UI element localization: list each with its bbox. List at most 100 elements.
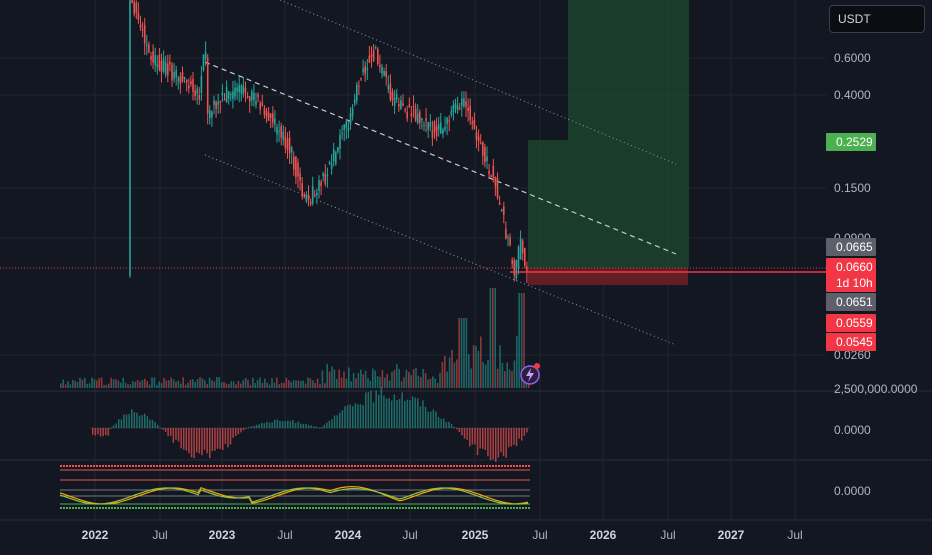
volume-bar (518, 293, 520, 388)
candle-body (316, 192, 318, 196)
candle-body (353, 99, 356, 104)
volume-bar (196, 379, 199, 388)
volume-bar (513, 360, 516, 388)
momentum-bar (237, 428, 240, 435)
candle-body (347, 127, 350, 131)
volume-bar (328, 371, 331, 388)
alert-badge[interactable] (520, 363, 540, 385)
volume-bar (105, 384, 108, 388)
momentum-bar (422, 400, 424, 428)
momentum-bar (359, 404, 362, 428)
volume-bar (384, 377, 386, 388)
volume-bar (199, 377, 201, 388)
price-label: 0.0559 (836, 316, 873, 330)
momentum-bar (175, 428, 177, 440)
candle-body (341, 133, 343, 135)
currency-selector[interactable]: USDT (829, 5, 925, 33)
candle-body (425, 118, 427, 122)
candle-body (299, 173, 301, 181)
lightning-icon (526, 368, 534, 382)
momentum-tick-label: 0.0000 (834, 423, 871, 437)
candle-body (345, 121, 348, 128)
candle-body (240, 85, 243, 94)
volume-bar (247, 379, 249, 388)
volume-bar (237, 380, 240, 388)
momentum-bar (344, 406, 346, 428)
momentum-bar (323, 424, 325, 428)
time-tick-label: Jul (277, 528, 292, 542)
candle-body (141, 29, 144, 31)
candle-body (238, 85, 240, 93)
volume-bar (448, 357, 451, 388)
volume-bar (76, 381, 79, 388)
volume-bar (326, 363, 328, 388)
momentum-bar (266, 421, 268, 428)
candle-body (209, 110, 211, 119)
momentum-bar (162, 428, 164, 430)
volume-bar (420, 377, 422, 388)
price-label-bg (826, 333, 876, 351)
candle-body (471, 121, 474, 124)
momentum-bar (255, 424, 258, 428)
volume-bar (160, 383, 163, 388)
momentum-bar (354, 403, 357, 428)
volume-bar (100, 377, 103, 388)
volume-bar (88, 383, 91, 388)
price-label: 0.0651 (836, 295, 873, 309)
candle-body (255, 101, 257, 105)
candle-body (416, 113, 419, 124)
price-lines (0, 267, 826, 273)
momentum-bar (250, 426, 253, 428)
momentum-bar (232, 428, 234, 438)
candle-body (440, 122, 442, 133)
candle-body (458, 108, 461, 110)
price-label: 0.0545 (836, 335, 873, 349)
momentum-bar (406, 399, 409, 428)
volume-bar (117, 380, 120, 388)
volume-bar (141, 380, 144, 388)
candle-body (406, 112, 408, 119)
volume-bar (280, 382, 283, 388)
volume-bar (331, 366, 333, 388)
volume-bar (499, 345, 501, 388)
momentum-bar (222, 428, 224, 450)
candle-body (507, 236, 509, 238)
volume-bar (60, 383, 62, 388)
time-tick-label: 2027 (718, 528, 745, 542)
price-tick-label: 0.0260 (834, 348, 871, 362)
momentum-bar (401, 392, 403, 428)
volume-bar (319, 384, 321, 388)
candle-body (521, 240, 524, 254)
time-tick-label: 2026 (590, 528, 617, 542)
candle-body (135, 2, 138, 13)
volume-bar (268, 384, 271, 388)
candle-body (454, 103, 457, 109)
candle-body (148, 44, 150, 53)
candle-body (486, 156, 488, 161)
volume-bar (405, 369, 408, 388)
volume-bar (223, 381, 225, 388)
volume-bar (412, 369, 415, 388)
momentum-bar (461, 428, 463, 436)
volume-bar (79, 377, 81, 388)
volume-bar (436, 382, 439, 388)
momentum-bar (201, 428, 203, 456)
volume-bar (110, 377, 112, 388)
momentum-bar (453, 426, 455, 428)
momentum-bar (372, 402, 375, 428)
time-axis: 2022 Jul 2023 Jul 2024 Jul 2025 Jul 2026 Jul 2027 J… (82, 528, 803, 542)
candle-body (158, 54, 161, 70)
momentum-bar (505, 428, 507, 458)
momentum-bar (393, 394, 396, 428)
volume-bar (472, 345, 475, 388)
loss-zone (528, 268, 688, 285)
candle-body (393, 97, 396, 106)
volume-bar (170, 377, 172, 388)
momentum-bar (513, 428, 515, 445)
volume-bar (276, 377, 278, 388)
momentum-bar (484, 428, 487, 450)
volume-bar (501, 362, 504, 388)
candle-body (469, 106, 471, 121)
time-tick-label: Jul (532, 528, 547, 542)
